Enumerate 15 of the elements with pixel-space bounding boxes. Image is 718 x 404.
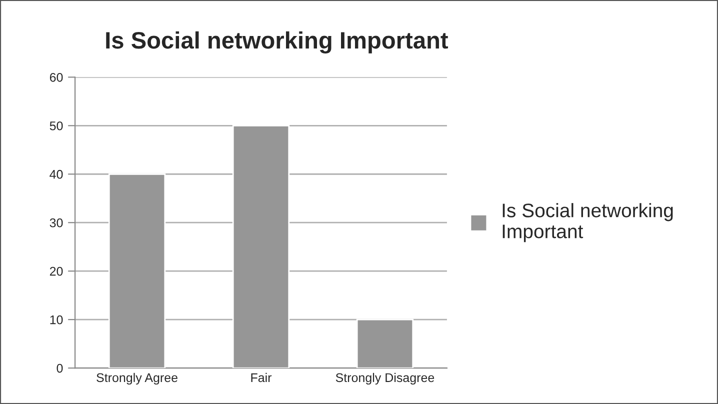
- x-tick-label: Strongly Disagree: [336, 372, 434, 385]
- y-tick-label: 40: [50, 170, 63, 179]
- x-tick-label: Fair: [251, 372, 272, 382]
- y-tick-label: 0: [56, 364, 63, 373]
- legend-label: Is Social networking Important: [502, 203, 673, 242]
- x-tick-label: Strongly Agree: [96, 372, 178, 385]
- chart-title: Is Social networking Important: [106, 31, 448, 54]
- y-tick-label: 60: [50, 72, 63, 82]
- y-tick-label: 20: [50, 266, 63, 276]
- bar: [108, 173, 166, 368]
- y-tick-label: 50: [50, 121, 63, 130]
- bar: [356, 318, 414, 368]
- y-tick-label: 30: [50, 218, 63, 228]
- y-tick-label: 10: [50, 315, 63, 324]
- bar: [232, 124, 290, 368]
